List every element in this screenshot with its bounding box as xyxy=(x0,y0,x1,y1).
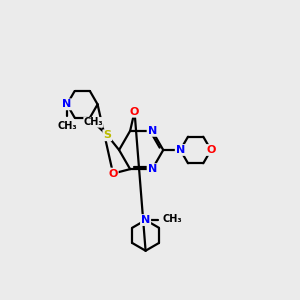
Text: N: N xyxy=(176,145,185,155)
Text: CH₃: CH₃ xyxy=(162,214,182,224)
Text: S: S xyxy=(103,130,111,140)
Text: CH₃: CH₃ xyxy=(84,117,103,127)
Text: N: N xyxy=(62,99,72,110)
Text: O: O xyxy=(206,145,216,155)
Text: N: N xyxy=(148,164,157,174)
Text: CH₃: CH₃ xyxy=(57,121,77,131)
Text: O: O xyxy=(130,107,139,117)
Text: N: N xyxy=(141,215,150,225)
Text: N: N xyxy=(148,126,157,136)
Text: O: O xyxy=(108,169,118,178)
